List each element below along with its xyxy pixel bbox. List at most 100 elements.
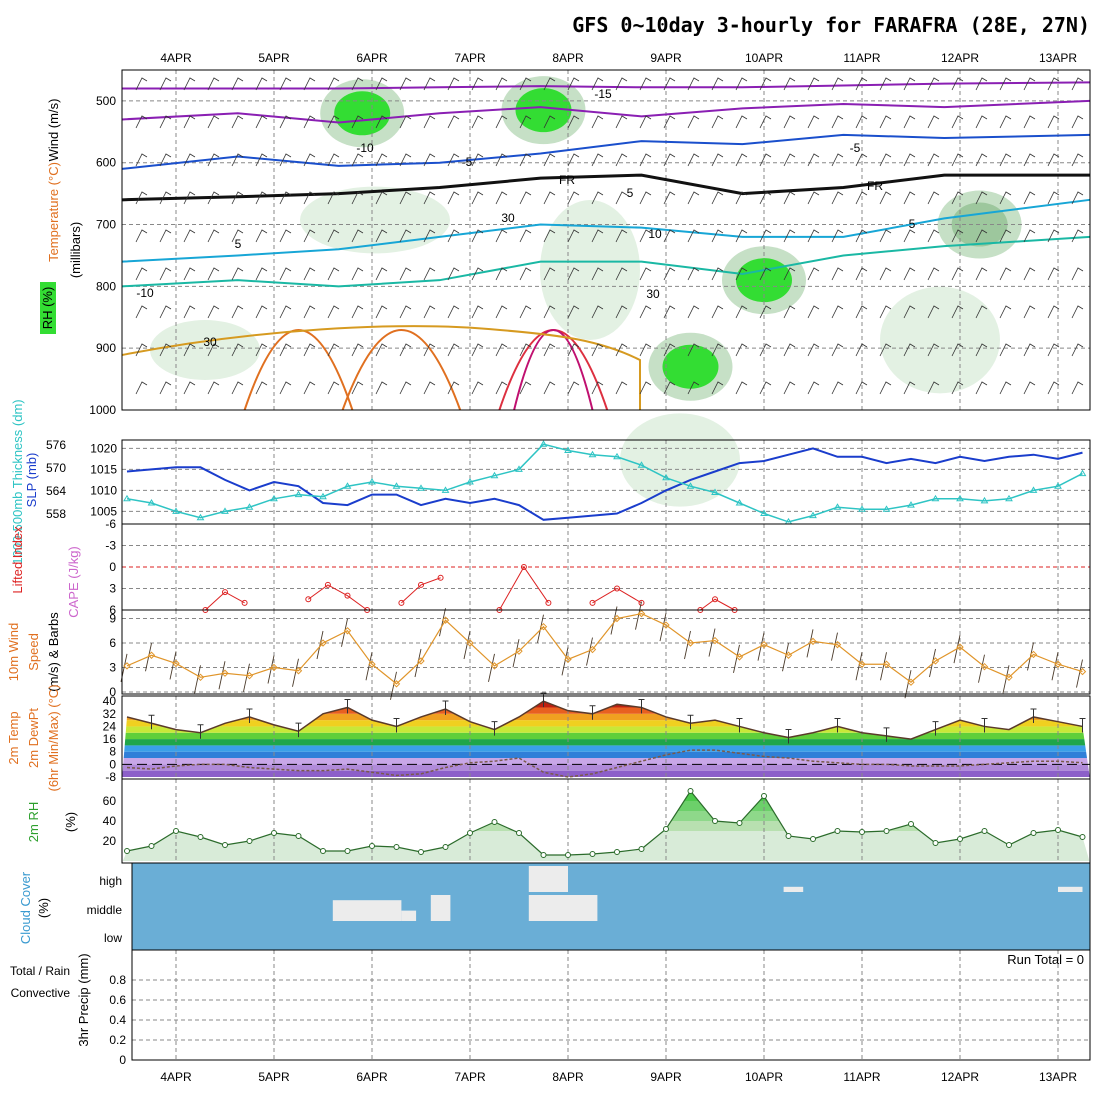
rh-wash <box>880 286 1000 394</box>
wind-barb <box>495 305 508 319</box>
wind-speed-point <box>931 657 940 665</box>
date-label-top: 13APR <box>1039 51 1077 65</box>
temp-band <box>122 707 1090 714</box>
wind-barb <box>1071 267 1084 281</box>
rh-point <box>565 852 571 858</box>
wind-barb <box>279 267 292 281</box>
warm-isotherm <box>513 329 594 411</box>
cloud-cell <box>783 886 804 892</box>
wind-barb <box>495 381 508 395</box>
wind-ytick: 6 <box>109 636 116 650</box>
rh-point <box>1055 827 1061 833</box>
wind-barb <box>423 305 436 319</box>
temp-minmax-bar <box>442 700 449 716</box>
wind-barb <box>831 229 844 243</box>
wind-barb <box>711 115 724 129</box>
wind-barb <box>159 191 172 205</box>
wind-speed-point <box>1078 667 1087 676</box>
thickness-point <box>270 494 278 502</box>
wind-barb <box>423 77 436 91</box>
wind-barb <box>327 229 340 243</box>
ylabel-2m-dewpt-part: 2m DewPt <box>26 708 41 768</box>
wind-barb <box>399 381 412 395</box>
wind-barb <box>759 77 772 91</box>
wind-barb <box>783 267 796 281</box>
ylabel-temperature: Temperature (°C) <box>46 162 61 262</box>
temp-minmax-bar <box>785 729 792 744</box>
wind-barb <box>207 191 220 205</box>
surface-wind-barb <box>978 654 985 683</box>
temp-band <box>122 732 1090 740</box>
date-label-bottom: 11APR <box>843 1070 880 1084</box>
wind-barb <box>903 77 916 91</box>
rh-point <box>761 793 767 799</box>
rh-line <box>126 789 1083 856</box>
upper-air-ytick: 900 <box>96 341 116 355</box>
thickness-point <box>1029 486 1038 493</box>
wind-barb <box>495 115 508 129</box>
rh-wash <box>620 413 740 507</box>
wind-speed-point <box>858 660 866 668</box>
wind-barb <box>207 115 220 129</box>
wind-speed-point <box>196 673 205 682</box>
wind-barb <box>447 191 460 205</box>
wind-barb <box>663 381 676 395</box>
wind-barb <box>375 191 388 205</box>
wind-barb <box>927 77 940 91</box>
surface-wind-barb <box>267 655 275 684</box>
wind-barb <box>1023 267 1036 281</box>
wind-barb <box>615 267 628 281</box>
rh-point <box>418 849 424 855</box>
wind-barb <box>591 153 604 167</box>
wind-barb <box>639 381 652 395</box>
wind-barb <box>375 305 388 319</box>
contour-label: -5 <box>462 155 473 169</box>
ylabel-lifted-index-part: Lifted Index <box>10 526 25 594</box>
ylabel-2m-temp: 2m Temp <box>6 711 21 764</box>
wind-barb <box>879 305 892 319</box>
wind-barb <box>183 381 196 395</box>
wind-barb <box>639 115 652 129</box>
wind-barb <box>999 381 1012 395</box>
contour-label: FR <box>559 173 575 187</box>
wind-barb <box>567 305 580 319</box>
wind-barb <box>255 229 268 243</box>
date-label-top: 9APR <box>650 51 682 65</box>
rh-point <box>981 828 988 834</box>
temp-band-group <box>122 701 1090 777</box>
wind-barb <box>327 191 340 205</box>
wind-barb <box>927 305 940 319</box>
wind-barb <box>519 305 532 319</box>
wind-barb <box>999 267 1012 281</box>
wind-barb <box>1047 77 1060 91</box>
wind-barb <box>135 305 148 319</box>
rh-point <box>271 830 277 836</box>
cloud-cell <box>332 900 402 921</box>
wind-barb <box>879 115 892 129</box>
wind-barb <box>255 381 268 395</box>
wind-barb <box>855 267 868 281</box>
wind-barb <box>375 115 388 129</box>
rh-point <box>614 849 620 855</box>
date-label-bottom: 10APR <box>745 1070 783 1084</box>
wind-barb <box>951 305 964 319</box>
li-ytick: -6 <box>105 517 116 531</box>
wind-barb <box>495 343 508 357</box>
wind-barb <box>183 115 196 129</box>
rh-ytick: 60 <box>103 794 117 808</box>
wind-barb <box>279 229 292 243</box>
wind-barb <box>351 153 364 167</box>
date-label-bottom: 5APR <box>258 1070 290 1084</box>
wind-speed-point <box>784 651 793 659</box>
wind-barb <box>279 305 292 319</box>
cloud-cell <box>528 866 568 892</box>
surface-wind-barb <box>1002 665 1010 694</box>
wind-barb <box>519 191 532 205</box>
wind-barb <box>1071 343 1084 357</box>
thickness-point <box>1005 494 1013 502</box>
wind-barb <box>879 381 892 395</box>
wind-barb <box>303 153 316 167</box>
wind-barb <box>711 153 724 167</box>
wind-barb <box>159 343 172 357</box>
wind-barb <box>303 305 316 319</box>
